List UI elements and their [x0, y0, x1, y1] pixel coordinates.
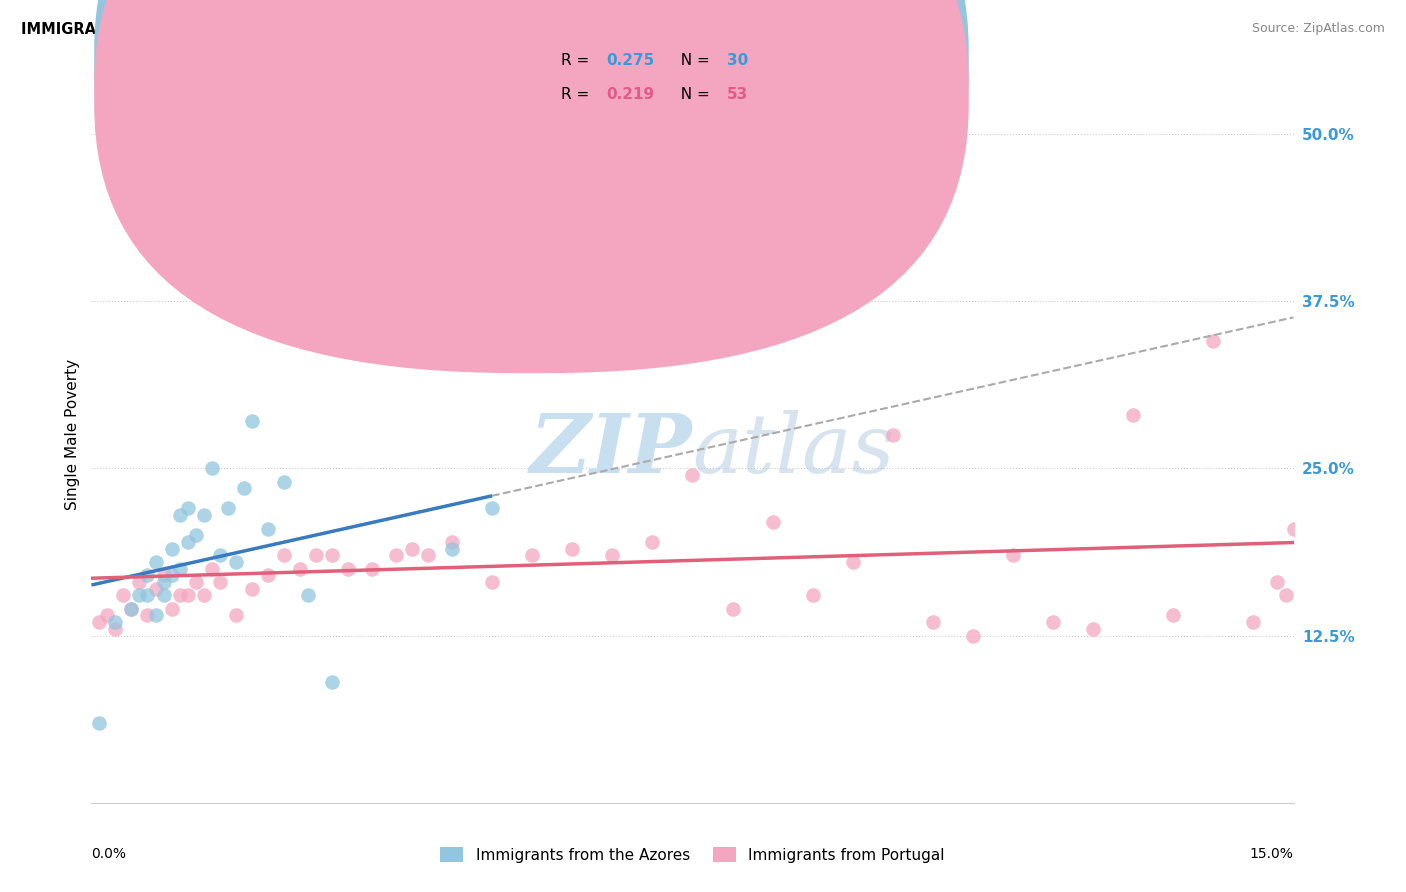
Point [217, 501, 239, 516]
Point [385, 548, 408, 563]
Y-axis label: Single Male Poverty: Single Male Poverty [65, 359, 80, 510]
Text: Source: ZipAtlas.com: Source: ZipAtlas.com [1251, 22, 1385, 36]
Point [169, 508, 191, 523]
Point [201, 461, 224, 475]
Point [225, 608, 247, 623]
Point [169, 589, 191, 603]
Text: ZIP: ZIP [530, 409, 692, 490]
Point [305, 548, 328, 563]
Point [416, 548, 439, 563]
Point [561, 541, 583, 556]
Point [240, 415, 263, 429]
Point [522, 548, 544, 563]
Point [297, 589, 319, 603]
Text: 15.0%: 15.0% [1250, 847, 1294, 861]
Point [136, 589, 159, 603]
Point [1083, 622, 1105, 636]
Point [201, 562, 224, 576]
Point [96, 608, 118, 623]
Text: 30: 30 [727, 54, 748, 68]
Point [104, 615, 127, 630]
Point [128, 589, 150, 603]
Point [801, 589, 824, 603]
Point [336, 562, 359, 576]
Point [256, 522, 278, 536]
Point [176, 501, 198, 516]
Point [89, 715, 111, 730]
Point [184, 528, 207, 542]
Point [721, 602, 744, 616]
Point [121, 602, 143, 616]
Point [240, 582, 263, 596]
Point [1282, 522, 1305, 536]
Point [217, 281, 239, 295]
Point [193, 589, 215, 603]
Text: 0.0%: 0.0% [91, 847, 127, 861]
Point [169, 562, 191, 576]
Text: 0.275: 0.275 [606, 54, 654, 68]
Point [481, 575, 503, 590]
Point [841, 555, 863, 569]
Point [288, 562, 311, 576]
Text: R =: R = [561, 87, 595, 103]
Point [681, 468, 703, 483]
Point [1042, 615, 1064, 630]
Point [401, 541, 423, 556]
Point [121, 602, 143, 616]
Point [104, 622, 127, 636]
Point [762, 515, 785, 529]
Point [160, 541, 183, 556]
Point [256, 568, 278, 582]
Point [176, 589, 198, 603]
Point [440, 541, 463, 556]
Point [1163, 608, 1185, 623]
Point [145, 608, 167, 623]
Point [922, 615, 945, 630]
Point [602, 548, 624, 563]
Point [152, 568, 174, 582]
Point [160, 568, 183, 582]
Point [89, 615, 111, 630]
Point [136, 568, 159, 582]
Point [152, 589, 174, 603]
Point [136, 608, 159, 623]
Point [145, 555, 167, 569]
Text: IMMIGRANTS FROM THE AZORES VS IMMIGRANTS FROM PORTUGAL SINGLE MALE POVERTY CORRE: IMMIGRANTS FROM THE AZORES VS IMMIGRANTS… [21, 22, 956, 37]
Point [440, 535, 463, 549]
Point [1202, 334, 1225, 349]
Point [1267, 575, 1289, 590]
Point [882, 428, 904, 442]
Text: N =: N = [671, 87, 714, 103]
Point [321, 548, 343, 563]
Point [1122, 408, 1144, 422]
Point [208, 548, 231, 563]
Text: R =: R = [561, 54, 595, 68]
Point [481, 501, 503, 516]
Point [273, 548, 295, 563]
Point [184, 575, 207, 590]
Point [193, 508, 215, 523]
Text: atlas: atlas [692, 409, 894, 490]
Point [232, 482, 254, 496]
Point [128, 575, 150, 590]
Point [1001, 548, 1024, 563]
Point [1274, 589, 1296, 603]
Point [112, 589, 135, 603]
Point [273, 475, 295, 489]
Point [360, 562, 382, 576]
Point [225, 555, 247, 569]
Point [1243, 615, 1265, 630]
Text: 0.219: 0.219 [606, 87, 654, 103]
Point [208, 575, 231, 590]
Point [160, 602, 183, 616]
Point [321, 675, 343, 690]
Point [641, 535, 664, 549]
Point [176, 535, 198, 549]
Text: 53: 53 [727, 87, 748, 103]
Point [152, 575, 174, 590]
Legend: Immigrants from the Azores, Immigrants from Portugal: Immigrants from the Azores, Immigrants f… [434, 840, 950, 869]
Point [145, 582, 167, 596]
Point [962, 629, 984, 643]
Text: N =: N = [671, 54, 714, 68]
